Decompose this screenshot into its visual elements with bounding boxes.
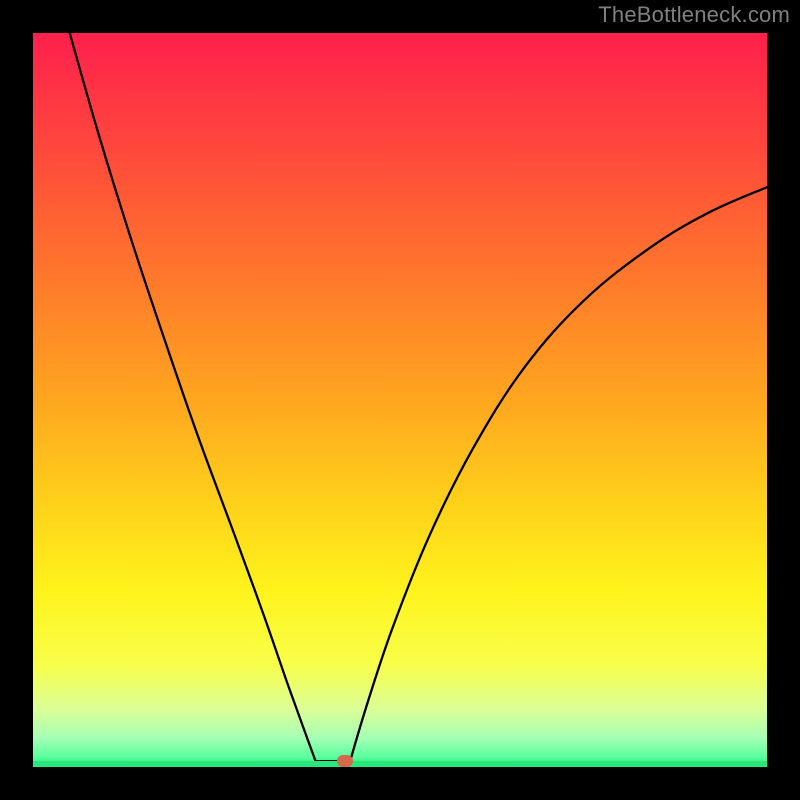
plot-area bbox=[33, 33, 767, 767]
baseline-band bbox=[33, 761, 767, 767]
optimal-point-marker bbox=[337, 755, 353, 767]
bottleneck-curve bbox=[33, 33, 767, 767]
watermark-text: TheBottleneck.com bbox=[598, 2, 790, 28]
